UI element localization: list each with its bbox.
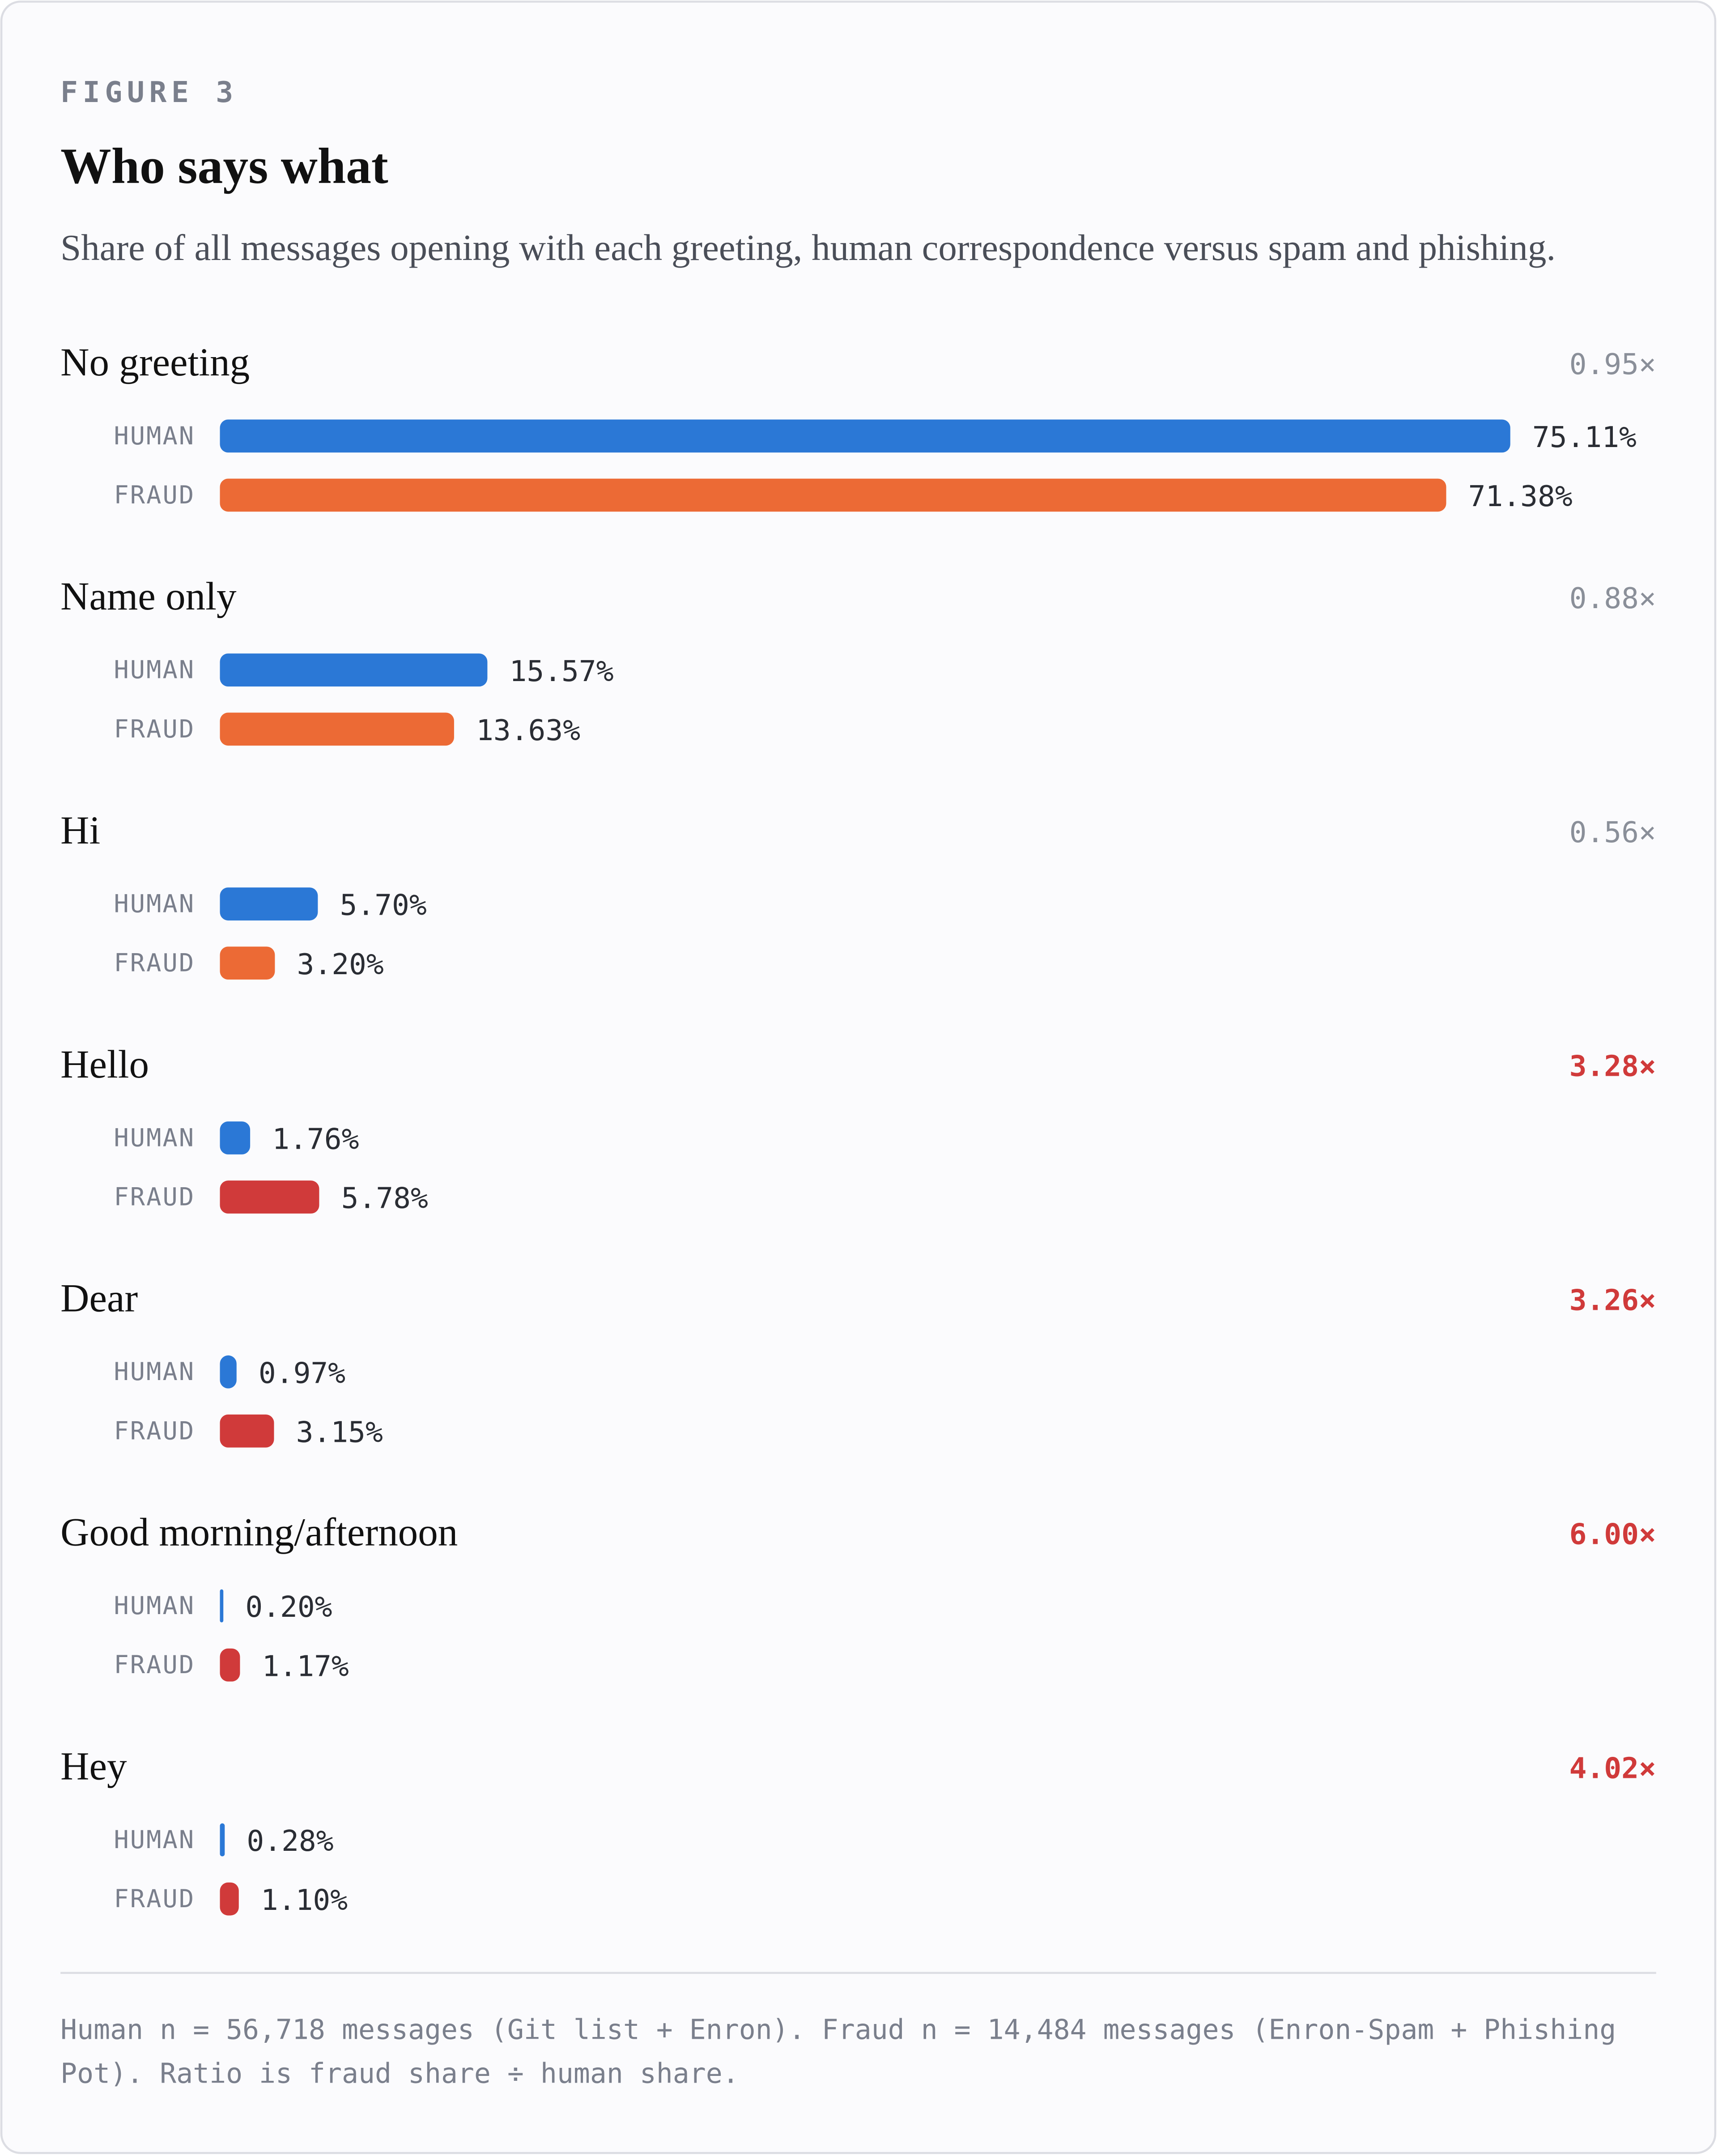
series-label: HUMAN [114, 1124, 195, 1152]
ratio-label: 6.00× [1569, 1517, 1656, 1551]
bar [220, 1882, 239, 1916]
value-label: 3.15% [296, 1415, 383, 1449]
series-label: HUMAN [114, 890, 195, 919]
value-label: 1.17% [262, 1649, 349, 1683]
value-label: 75.11% [1532, 421, 1637, 454]
ratio-label: 0.88× [1569, 582, 1656, 615]
series-label: FRAUD [114, 949, 195, 978]
value-label: 3.20% [297, 948, 384, 981]
value-label: 0.97% [259, 1356, 345, 1390]
value-label: 1.76% [272, 1123, 359, 1156]
bar [220, 1589, 224, 1623]
bar [220, 1121, 251, 1155]
bar [220, 1823, 225, 1857]
series-label: FRAUD [114, 1417, 195, 1445]
series-label: FRAUD [114, 1651, 195, 1679]
bar [220, 653, 488, 687]
bar [220, 712, 454, 746]
category-label: Hey [60, 1744, 127, 1788]
chart-subtitle: Share of all messages opening with each … [60, 227, 1556, 268]
bar [220, 1180, 319, 1214]
chart-title: Who says what [60, 138, 388, 194]
value-label: 0.28% [247, 1824, 333, 1858]
bar [220, 887, 318, 920]
value-label: 71.38% [1468, 480, 1573, 513]
series-label: HUMAN [114, 422, 195, 451]
category-label: Good morning/afternoon [60, 1510, 458, 1554]
bar [220, 1648, 240, 1682]
ratio-label: 3.26× [1569, 1284, 1656, 1317]
value-label: 0.20% [245, 1590, 332, 1624]
bar [220, 1415, 274, 1448]
ratio-label: 4.02× [1569, 1751, 1656, 1785]
category-label: No greeting [60, 341, 250, 384]
bar [220, 946, 275, 980]
bar [220, 1355, 237, 1389]
footnote: Human n = 56,718 messages (Git list + En… [60, 2012, 1616, 2090]
series-label: HUMAN [114, 1358, 195, 1386]
value-label: 13.63% [476, 714, 580, 747]
bar [220, 419, 1510, 453]
category-label: Dear [60, 1277, 138, 1321]
bar [220, 478, 1446, 512]
category-label: Name only [60, 575, 237, 618]
eyebrow: FIGURE 3 [60, 76, 238, 109]
ratio-label: 0.56× [1569, 816, 1656, 849]
series-label: HUMAN [114, 656, 195, 685]
value-label: 5.70% [340, 889, 427, 922]
series-label: FRAUD [114, 1183, 195, 1211]
value-label: 1.10% [261, 1883, 348, 1917]
series-label: HUMAN [114, 1592, 195, 1620]
ratio-label: 0.95× [1569, 348, 1656, 381]
note-container: Human n = 56,718 messages (Git list + En… [60, 2012, 1616, 2090]
series-label: FRAUD [114, 715, 195, 744]
ratio-label: 3.28× [1569, 1050, 1656, 1083]
value-label: 15.57% [510, 655, 614, 688]
series-label: FRAUD [114, 481, 195, 510]
series-label: FRAUD [114, 1885, 195, 1913]
category-label: Hi [60, 809, 100, 852]
category-label: Hello [60, 1043, 149, 1087]
value-label: 5.78% [341, 1182, 428, 1215]
series-label: HUMAN [114, 1826, 195, 1854]
